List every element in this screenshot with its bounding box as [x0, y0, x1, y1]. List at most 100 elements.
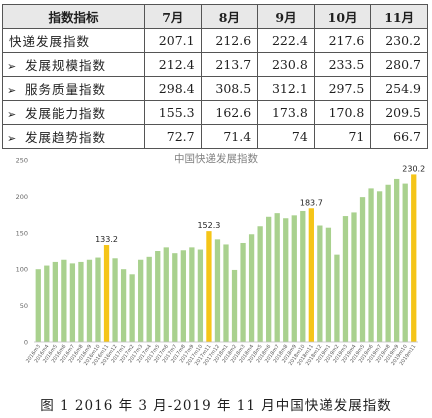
bar	[385, 184, 391, 342]
y-tick-label: 250	[16, 157, 28, 165]
row-label: ➢ 发展规模指数	[2, 52, 145, 77]
bar	[197, 249, 204, 342]
table-header: 7月	[144, 4, 202, 29]
bar	[334, 254, 340, 342]
bar	[172, 253, 178, 342]
bar	[257, 226, 263, 342]
data-label: 133.2	[95, 235, 118, 244]
chart-title: 中国快递发展指数	[174, 152, 258, 165]
bar	[180, 250, 186, 342]
table-cell: 254.9	[370, 76, 428, 101]
table-cell: 217.6	[313, 28, 372, 53]
table-cell: 155.3	[144, 100, 202, 125]
table-header: 8月	[200, 4, 259, 29]
table-header: 11月	[370, 4, 428, 29]
y-tick-label: 50	[20, 302, 28, 310]
table-cell: 213.7	[200, 52, 259, 77]
y-tick-label: 100	[16, 266, 28, 274]
bar	[214, 239, 221, 342]
bar	[317, 225, 323, 342]
bar	[368, 188, 374, 342]
table-cell: 74	[257, 124, 315, 149]
table-cell: 170.8	[313, 100, 372, 125]
bar	[138, 259, 144, 342]
x-axis: 2016m32016m42016m52016m62016m72016m82016…	[25, 341, 418, 367]
bar	[283, 218, 289, 342]
table-header: 9月	[257, 4, 315, 29]
table-cell: 71.4	[200, 124, 259, 149]
row-label-text: 快递发展指数	[9, 34, 91, 49]
table-cell: 72.7	[144, 124, 202, 149]
arrow-bullet-icon: ➢	[7, 84, 18, 97]
bar	[78, 261, 84, 342]
table-cell: 280.7	[370, 52, 428, 77]
bar	[95, 257, 101, 342]
arrow-bullet-icon: ➢	[7, 60, 18, 73]
row-label-text: 发展趋势指数	[25, 130, 107, 145]
figure-caption: 图 1 2016 年 3 月-2019 年 11 月中国快递发展指数	[40, 398, 392, 414]
y-axis: 0 50 100 150 200 250	[16, 157, 28, 347]
bar	[44, 265, 50, 342]
table-row: ➢ 发展趋势指数 72.7 71.4 74 71 66.7	[2, 124, 428, 149]
highlighted-bar	[103, 245, 110, 342]
table-cell: 207.1	[144, 28, 202, 53]
highlighted-bar	[308, 208, 314, 342]
data-label: 183.7	[300, 198, 323, 207]
bar	[69, 263, 76, 342]
row-label: ➢ 发展趋势指数	[2, 124, 145, 149]
bar	[342, 216, 349, 342]
bar	[248, 234, 255, 342]
bar	[35, 269, 41, 342]
highlighted-bar	[411, 174, 417, 342]
table-cell: 308.5	[200, 76, 259, 101]
bar	[155, 251, 161, 342]
bar	[266, 216, 272, 342]
y-tick-label: 150	[16, 229, 28, 237]
bar	[223, 244, 229, 342]
bar	[86, 259, 93, 342]
table-cell: 66.7	[370, 124, 428, 149]
table-cell: 71	[313, 124, 372, 149]
bar	[231, 269, 238, 342]
index-table: 指数指标 7月 8月 9月 10月 11月 快递发展指数 207.1 212.6…	[2, 4, 428, 149]
bar	[291, 215, 297, 342]
table-row: ➢ 发展能力指数 155.3 162.6 173.8 170.8 209.5	[2, 100, 428, 125]
bar	[112, 258, 118, 342]
bars: 133.2 152.3 183.7 230.2	[35, 164, 425, 342]
data-label: 230.2	[402, 164, 425, 173]
bar	[129, 274, 135, 342]
bar	[325, 227, 332, 342]
bar	[274, 213, 280, 342]
table-cell: 297.5	[313, 76, 372, 101]
bar	[240, 242, 246, 342]
row-label: ➢ 服务质量指数	[2, 76, 145, 101]
row-label: 快递发展指数	[2, 28, 145, 53]
row-label: ➢ 发展能力指数	[2, 100, 145, 125]
table-cell: 209.5	[370, 100, 428, 125]
table-row: ➢ 服务质量指数 298.4 308.5 312.1 297.5 254.9	[2, 76, 428, 101]
arrow-bullet-icon: ➢	[7, 132, 18, 145]
bar	[61, 259, 67, 342]
bar	[351, 212, 357, 342]
bar	[300, 210, 306, 342]
bar	[163, 247, 169, 342]
table-header-row: 指数指标 7月 8月 9月 10月 11月	[2, 4, 428, 29]
table-cell: 162.6	[200, 100, 259, 125]
row-label-text: 发展规模指数	[25, 58, 107, 73]
table-cell: 173.8	[257, 100, 315, 125]
bar	[52, 261, 58, 342]
bar	[394, 178, 400, 342]
table-cell: 312.1	[257, 76, 315, 101]
table-cell: 230.2	[370, 28, 428, 53]
table-cell: 212.6	[200, 28, 259, 53]
y-tick-label: 200	[16, 193, 28, 201]
table-cell: 222.4	[257, 28, 315, 53]
bar	[146, 256, 152, 342]
bar	[120, 269, 127, 342]
table-cell: 230.8	[257, 52, 315, 77]
table-cell: 212.4	[144, 52, 202, 77]
table-row: ➢ 发展规模指数 212.4 213.7 230.8 233.5 280.7	[2, 52, 428, 77]
bar	[376, 191, 383, 342]
row-label-text: 发展能力指数	[25, 106, 107, 121]
row-label-text: 服务质量指数	[25, 82, 107, 97]
